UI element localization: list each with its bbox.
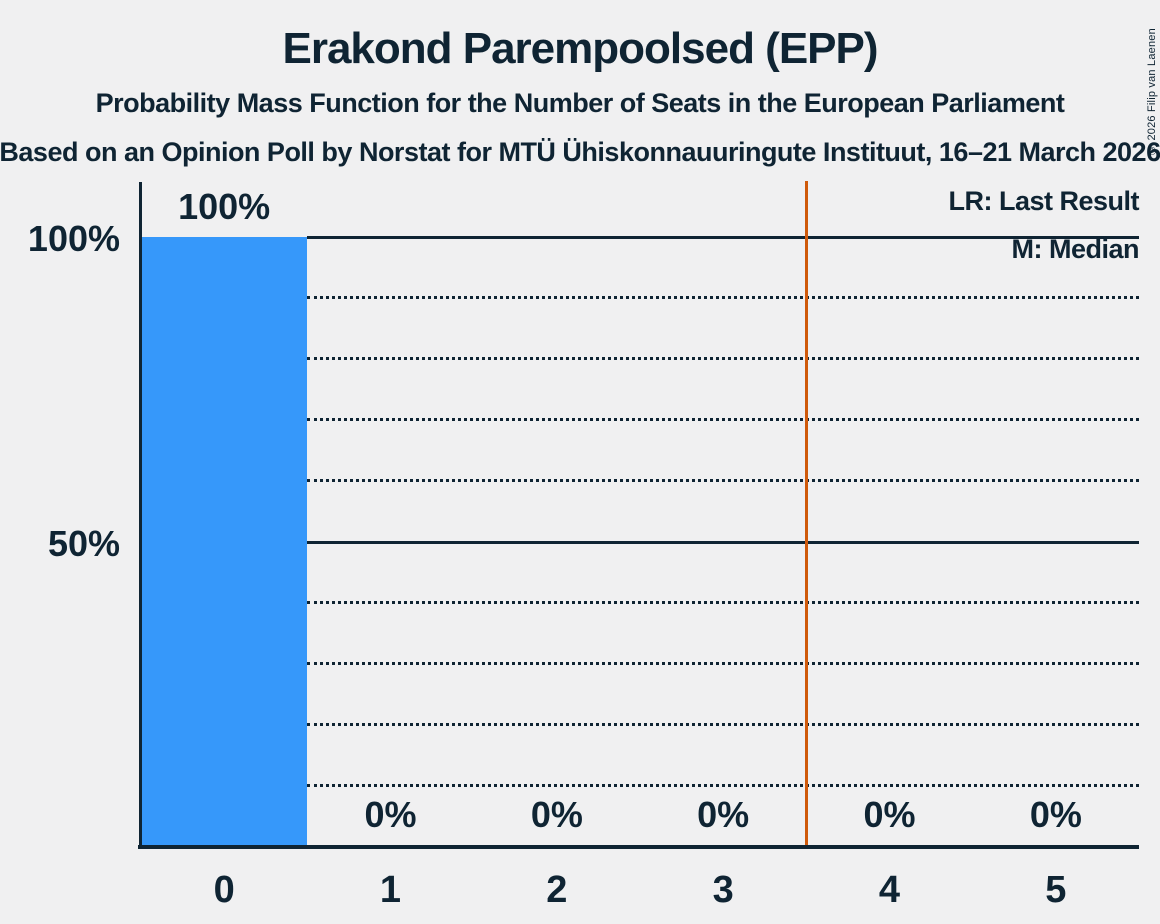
gridline-dotted — [307, 723, 1139, 726]
y-tick-label: 100% — [27, 218, 120, 259]
x-tick-label: 2 — [546, 869, 568, 911]
chart-subtitle: Probability Mass Function for the Number… — [95, 88, 1065, 118]
gridline-dotted — [307, 418, 1139, 421]
last-result-marker-line — [804, 181, 808, 845]
y-tick-label: 50% — [47, 523, 120, 564]
gridline-dotted — [307, 662, 1139, 665]
gridline-dotted — [307, 601, 1139, 604]
bar-value-label: 0% — [863, 794, 916, 835]
y-axis-line — [139, 182, 142, 849]
bar-value-label: 0% — [1029, 794, 1082, 835]
gridline-dotted — [307, 357, 1139, 360]
gridline-solid — [307, 236, 1139, 239]
copyright-notice: © 2026 Filip van Laenen — [1146, 28, 1158, 156]
gridline-dotted — [307, 784, 1139, 787]
x-tick-label: 0 — [213, 869, 235, 911]
gridline-dotted — [307, 296, 1139, 299]
bar-value-label: 0% — [697, 794, 750, 835]
x-axis-line — [138, 845, 1139, 849]
bar-value-label: 100% — [178, 186, 271, 227]
bar-value-label: 0% — [364, 794, 417, 835]
bar — [141, 237, 307, 845]
legend-last-result: LR: Last Result — [948, 186, 1139, 216]
legend-median: M: Median — [1011, 234, 1140, 264]
gridline-solid — [307, 541, 1139, 544]
chart-title: Erakond Parempoolsed (EPP) — [282, 24, 878, 73]
bar-value-label: 0% — [530, 794, 583, 835]
chart-source-line: Based on an Opinion Poll by Norstat for … — [0, 137, 1160, 167]
x-tick-label: 5 — [1045, 869, 1067, 911]
gridline-dotted — [307, 479, 1139, 482]
x-tick-label: 1 — [379, 869, 402, 911]
x-tick-label: 3 — [712, 869, 734, 911]
x-tick-label: 4 — [878, 869, 901, 911]
